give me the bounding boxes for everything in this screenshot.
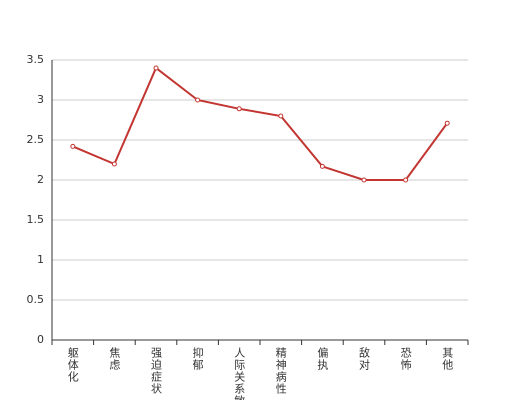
y-tick-label: 0 [37,333,44,346]
point [236,106,242,112]
x-tick-label: 恐怖 [399,347,412,371]
y-tick-label: 2.5 [27,133,45,146]
point [153,65,159,71]
x-tick-label: 抑郁 [191,346,204,371]
line [72,66,449,181]
point [361,177,367,183]
x-tick-label: 敌对 [358,346,371,371]
y-tick-label: 3 [37,93,44,106]
x-tick-label: 焦虑 [108,347,121,371]
point [444,120,450,126]
y-tick-label: 1.5 [27,213,45,226]
y-tick-label: 2 [37,173,44,186]
y-tick-label: 0.5 [27,293,45,306]
point [70,143,76,149]
x-tick-label: 精神病性 [274,347,287,395]
x-tick-label: 偏执 [316,346,329,371]
point [319,163,325,169]
x-tick-label: 其他 [441,347,454,371]
y-tick-label: 1 [37,253,44,266]
point [403,177,409,183]
point [278,113,284,119]
x-tick-label: 人际关系敏感 [233,347,246,400]
x-tick-label: 躯体化 [66,347,79,383]
point [195,97,201,103]
point [111,161,117,167]
y-tick-label: 3.5 [27,53,45,66]
x-tick-label: 强迫症状 [150,347,163,395]
